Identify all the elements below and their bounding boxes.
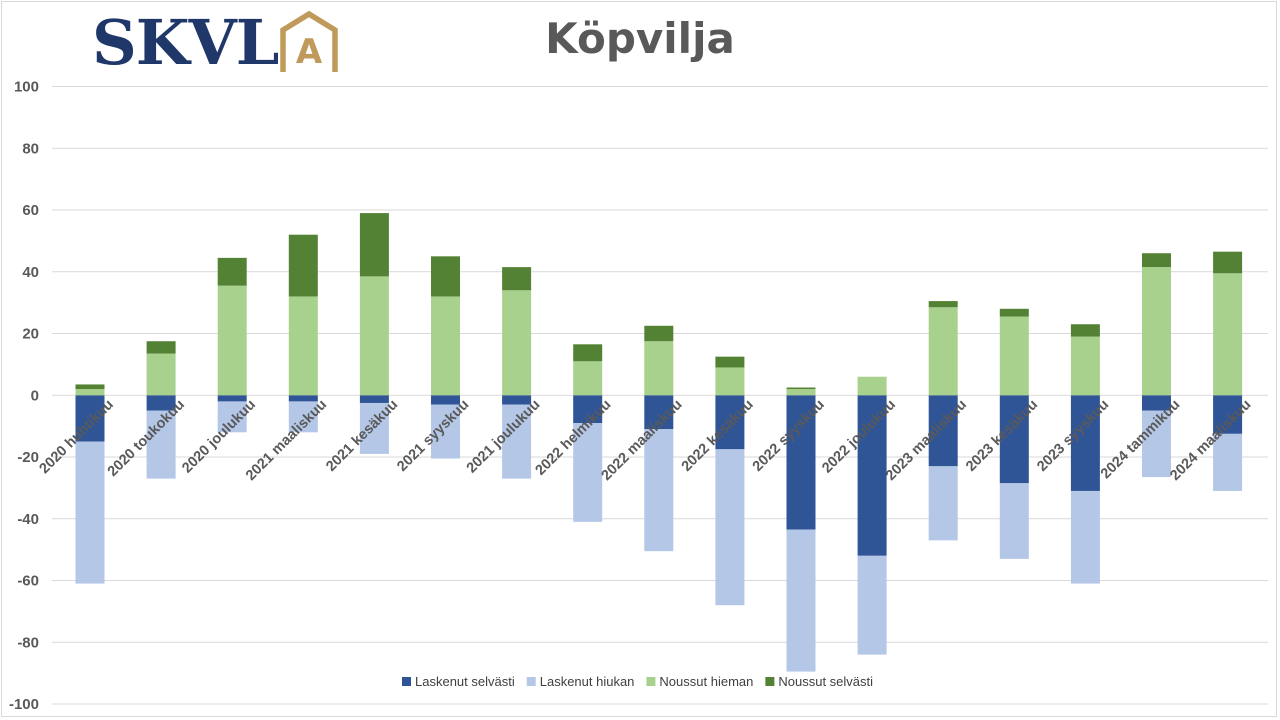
y-tick-label: 60 xyxy=(22,202,39,219)
legend-swatch xyxy=(402,677,411,686)
bar-segment xyxy=(1142,410,1171,478)
bar-segment xyxy=(1142,395,1171,411)
bar-segment xyxy=(1070,395,1100,491)
legend-label: Noussut hieman xyxy=(659,674,753,689)
bar-segment xyxy=(502,404,532,479)
bar-segment xyxy=(1213,433,1243,491)
bar-segment xyxy=(644,395,674,430)
bar-segment xyxy=(715,367,745,396)
legend-label: Laskenut hiukan xyxy=(540,674,635,689)
bar-segment xyxy=(431,256,460,297)
bar-segment xyxy=(75,395,105,442)
y-tick-label: 20 xyxy=(22,326,39,343)
bar-segment xyxy=(573,423,603,522)
bar-segment xyxy=(999,395,1029,484)
bar-segment xyxy=(75,441,105,584)
y-tick-label: -100 xyxy=(9,696,39,713)
bar-segment xyxy=(75,389,105,396)
bar-segment xyxy=(431,395,460,405)
bar-segment xyxy=(146,395,176,411)
bar-segment xyxy=(573,344,603,362)
bar-segment xyxy=(1213,395,1243,434)
logo-house-icon: A xyxy=(280,10,338,72)
bar-segment xyxy=(715,449,745,606)
bar-segment xyxy=(146,353,176,396)
bar-segment xyxy=(502,267,532,291)
bar-segment xyxy=(288,296,318,396)
bar-segment xyxy=(217,257,247,286)
legend-swatch xyxy=(765,677,775,686)
bar-segment xyxy=(1142,267,1171,396)
bar-segment xyxy=(786,529,816,672)
y-tick-label: 80 xyxy=(22,140,39,157)
bar-segment xyxy=(786,389,816,396)
y-tick-label: -20 xyxy=(17,449,39,466)
legend-label: Laskenut selvästi xyxy=(415,674,515,689)
bar-segment xyxy=(644,341,674,396)
bar-segment xyxy=(857,395,887,556)
chart-title: Köpvilja xyxy=(545,14,735,63)
bar-segment xyxy=(1142,253,1171,268)
bar-segment xyxy=(431,404,460,459)
bar-segment xyxy=(359,395,389,403)
bar-segment xyxy=(928,301,958,308)
bar-segment xyxy=(999,483,1029,559)
bar-segment xyxy=(1213,273,1243,396)
bar-segment xyxy=(502,290,532,396)
y-tick-label: 40 xyxy=(22,264,39,281)
bar-segment xyxy=(359,213,389,277)
bar-segment xyxy=(786,395,816,530)
legend-swatch xyxy=(646,677,656,686)
bar-segment xyxy=(999,308,1029,317)
bar-segment xyxy=(288,395,318,402)
chart-legend: Laskenut selvästi Laskenut hiukan Noussut … xyxy=(402,674,873,689)
bar-segment xyxy=(1213,251,1243,274)
bar-segment xyxy=(928,466,958,541)
bar-segment xyxy=(715,356,745,368)
bar-segment xyxy=(715,395,745,450)
bar-segment xyxy=(359,402,389,454)
bar-segment xyxy=(146,341,176,354)
bar-segment xyxy=(644,325,674,342)
legend-label: Noussut selvästi xyxy=(778,674,873,689)
logo-mark-letter: A xyxy=(296,32,323,72)
bar-segment xyxy=(1070,490,1100,584)
bar-segment xyxy=(573,395,603,424)
bar-segment xyxy=(644,429,674,552)
bar-segment xyxy=(999,316,1029,396)
bar-segment xyxy=(288,234,318,297)
bar-segment xyxy=(1070,324,1100,337)
bar-segment xyxy=(573,361,603,396)
bar-segment xyxy=(857,555,887,655)
y-tick-label: 100 xyxy=(14,79,39,96)
bar-segment xyxy=(146,410,176,479)
bar-segment xyxy=(75,384,105,390)
logo-text: SKVL xyxy=(92,6,279,79)
bar-segment xyxy=(1070,336,1100,396)
bar-segment xyxy=(217,401,247,433)
y-tick-label: -60 xyxy=(17,573,39,590)
bar-segment xyxy=(288,401,318,433)
bar-segment xyxy=(217,285,247,396)
bar-segment xyxy=(857,376,887,396)
y-tick-label: -40 xyxy=(17,511,39,528)
bar-segment xyxy=(928,307,958,396)
bar-segment xyxy=(928,395,958,467)
skvl-logo: SKVL A xyxy=(92,6,352,79)
legend-swatch xyxy=(526,677,536,686)
bar-segment xyxy=(502,395,532,405)
bar-segment xyxy=(217,395,247,402)
bar-segment xyxy=(359,276,389,396)
y-tick-label: -80 xyxy=(17,634,39,651)
y-tick-label: 0 xyxy=(31,387,39,404)
bar-segment xyxy=(786,387,816,390)
bar-segment xyxy=(431,296,460,396)
